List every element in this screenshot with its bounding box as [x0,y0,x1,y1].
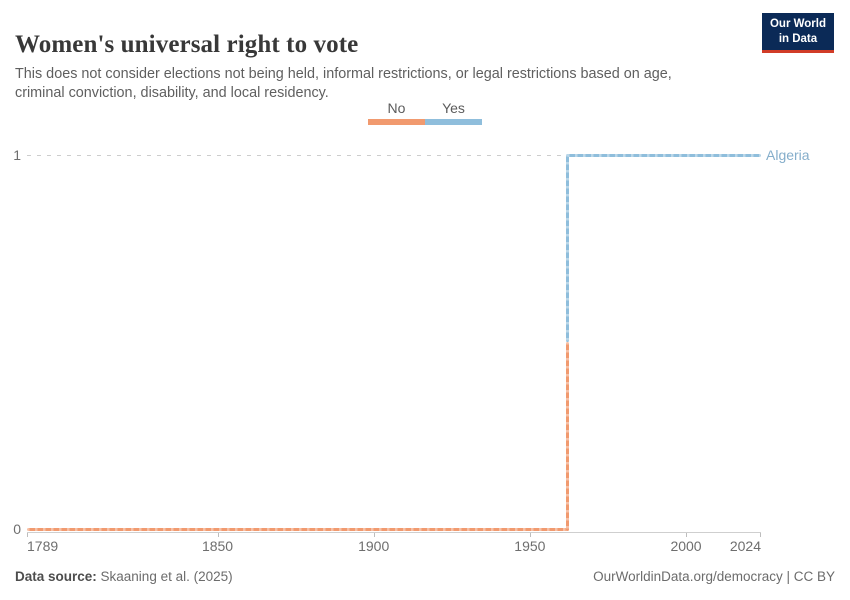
x-tick-label-1789: 1789 [27,538,59,554]
entity-label-algeria[interactable]: Algeria [766,147,810,163]
y-tick-label-1: 1 [13,147,21,163]
legend-label: No [387,100,406,116]
x-axis-line [27,532,761,533]
legend-swatch [368,119,425,125]
series-segment-no [27,527,568,531]
data-source-label: Data source: [15,569,97,584]
plot-area[interactable]: 0 1 1789 1850 1900 1950 2000 2024 [13,147,761,554]
legend: No Yes [0,100,850,125]
chart-subtitle: This does not consider elections not bei… [15,66,672,101]
x-tick-label-2024: 2024 [729,538,761,554]
owid-logo-line1: Our World [769,18,826,30]
x-tick-1950 [529,533,531,537]
credit-link[interactable]: OurWorldinData.org/democracy | CC BY [593,569,835,584]
owid-logo-line2: in Data [778,32,818,45]
series-transition-bottom [565,342,569,531]
chart-title: Women's universal right to vote [15,30,359,58]
x-tick-1900 [373,533,375,537]
series-transition-top [565,153,569,342]
x-tick-2024 [760,533,761,537]
x-tick-label-2000: 2000 [670,538,702,554]
legend-swatch [425,119,482,125]
x-tick-label-1900: 1900 [358,538,390,554]
y-tick-label-0: 0 [13,521,21,537]
series-segment-yes [567,153,761,157]
x-tick-label-1850: 1850 [201,538,234,554]
x-tick-2000 [686,533,688,537]
legend-item-no[interactable]: No [368,100,425,125]
gridline-y1 [27,155,761,156]
x-tick-label-1950: 1950 [514,538,546,554]
legend-item-yes[interactable]: Yes [425,100,482,125]
footer: Data source: Skaaning et al. (2025) OurW… [15,569,835,584]
x-tick-1789 [27,533,28,537]
legend-label: Yes [442,100,465,116]
data-source-value: Skaaning et al. (2025) [96,569,233,584]
x-tick-1850 [217,533,219,537]
data-source[interactable]: Data source: Skaaning et al. (2025) [15,569,233,584]
owid-logo[interactable]: Our World in Data [761,13,834,53]
